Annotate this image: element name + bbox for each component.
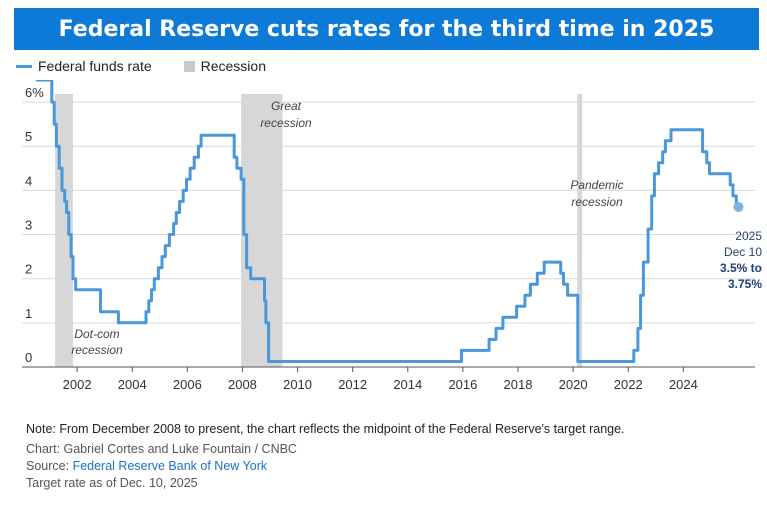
x-tick-label: 2016 — [448, 377, 477, 392]
legend-recession-swatch — [183, 60, 195, 72]
great-recession-label-2: recession — [260, 116, 312, 130]
y-tick-label: 1 — [25, 306, 32, 321]
y-tick-label: 4 — [25, 173, 32, 188]
x-tick-label: 2018 — [504, 377, 533, 392]
x-tick-label: 2014 — [393, 377, 422, 392]
end-label-date: Dec 10 — [724, 245, 762, 259]
x-tick-label: 2020 — [559, 377, 588, 392]
dotcom-recession-label-2: recession — [71, 343, 123, 357]
pandemic-recession-label-1: Pandemic — [570, 178, 623, 192]
chart-credit: Chart: Gabriel Cortes and Luke Fountain … — [26, 442, 297, 456]
note-text: Note: From December 2008 to present, the… — [26, 422, 625, 436]
chart-title: Federal Reserve cuts rates for the third… — [14, 8, 759, 50]
legend: Federal funds rate Recession — [16, 58, 266, 74]
y-axis-ticks: 6% 5 4 3 2 1 0 — [25, 85, 44, 365]
x-tick-label: 2002 — [63, 377, 92, 392]
recession-band-3 — [577, 94, 583, 367]
annotations: Great recession Pandemic recession Dot-c… — [71, 99, 623, 357]
x-axis-ticks: 2002 2004 2006 2008 2010 2012 2014 2016 2018 2020… — [63, 367, 698, 392]
rate-chart: 6% 5 4 3 2 1 0 2002 2004 2006 2008 2010 2012 2014 201… — [22, 80, 762, 392]
source-prefix: Source: — [26, 459, 73, 473]
source-line: Source: Federal Reserve Bank of New York — [26, 458, 726, 475]
legend-line-label: Federal funds rate — [38, 58, 152, 74]
end-label: 2025 Dec 10 3.5% to 3.75% — [720, 229, 762, 291]
x-tick-label: 2004 — [118, 377, 147, 392]
current-rate-marker — [733, 201, 744, 212]
legend-line-swatch — [16, 64, 32, 68]
pandemic-recession-label-2: recession — [571, 195, 623, 209]
end-label-year: 2025 — [735, 229, 762, 243]
great-recession-label-1: Great — [271, 99, 302, 113]
y-tick-label: 6% — [25, 85, 44, 100]
y-tick-label: 2 — [25, 262, 32, 277]
source-link[interactable]: Federal Reserve Bank of New York — [72, 459, 268, 473]
recession-band-2 — [241, 94, 283, 367]
y-tick-label: 3 — [25, 218, 32, 233]
gridlines — [22, 101, 755, 368]
y-tick-label: 0 — [25, 350, 32, 365]
federal-funds-rate-line — [35, 80, 739, 363]
legend-recession-label: Recession — [200, 58, 266, 74]
target-date-note: Target rate as of Dec. 10, 2025 — [26, 476, 198, 490]
recession-bands — [55, 94, 583, 367]
x-tick-label: 2006 — [173, 377, 202, 392]
notes: Note: From December 2008 to present, the… — [26, 421, 726, 492]
y-tick-label: 5 — [25, 129, 32, 144]
x-tick-label: 2008 — [228, 377, 257, 392]
x-tick-label: 2022 — [614, 377, 643, 392]
x-tick-label: 2012 — [338, 377, 367, 392]
x-tick-label: 2024 — [669, 377, 698, 392]
end-label-range-2: 3.75% — [728, 277, 762, 291]
end-label-range-1: 3.5% to — [720, 261, 762, 275]
dotcom-recession-label-1: Dot-com — [74, 327, 119, 341]
x-tick-label: 2010 — [283, 377, 312, 392]
